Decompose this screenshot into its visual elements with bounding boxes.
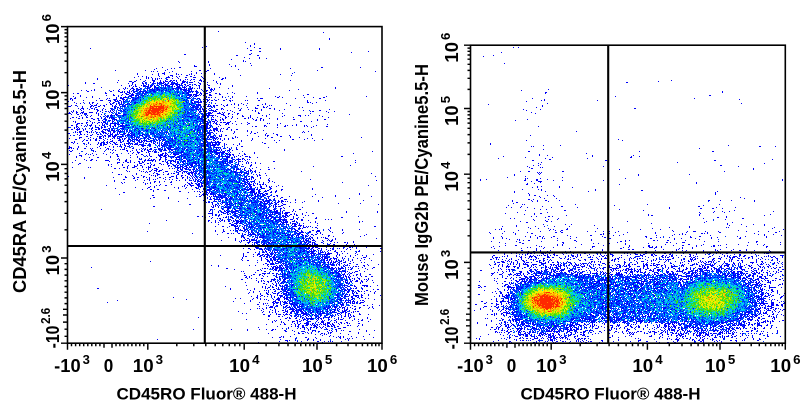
svg-text:-103: -10 3 (457, 352, 493, 376)
svg-text:CD45RA PE/Cyanine5.5-H: CD45RA PE/Cyanine5.5-H (10, 70, 30, 293)
svg-text:0: 0 (104, 356, 114, 376)
svg-text:105: 105 (39, 80, 63, 110)
svg-text:0: 0 (507, 356, 517, 376)
svg-text:Mouse IgG2b PE/Cyanine5.5-H: Mouse IgG2b PE/Cyanine5.5-H (412, 64, 432, 306)
svg-text:CD45RO Fluor® 488-H: CD45RO Fluor® 488-H (117, 385, 297, 403)
svg-text:CD45RO Fluor® 488-H: CD45RO Fluor® 488-H (521, 385, 701, 403)
